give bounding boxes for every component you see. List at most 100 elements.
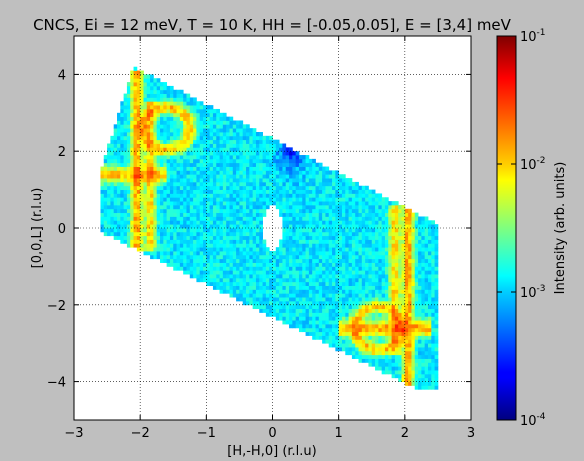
- heatmap-cell: [398, 247, 402, 252]
- heatmap-cell: [394, 212, 399, 217]
- heatmap-cell: [431, 381, 436, 386]
- heatmap-cell: [424, 285, 429, 290]
- heatmap-cell: [169, 262, 174, 267]
- heatmap-cell: [427, 247, 432, 252]
- heatmap-cell: [325, 235, 330, 240]
- heatmap-cell: [341, 327, 346, 333]
- heatmap-cell: [219, 139, 224, 144]
- heatmap-cell: [136, 197, 141, 202]
- heatmap-cell: [209, 254, 214, 260]
- heatmap-cell: [384, 297, 389, 302]
- heatmap-cell: [269, 262, 273, 267]
- heatmap-cell: [179, 258, 184, 263]
- heatmap-cell: [325, 193, 330, 198]
- heatmap-cell: [262, 285, 267, 290]
- heatmap-cell: [398, 377, 402, 382]
- heatmap-cell: [361, 335, 366, 340]
- heatmap-cell: [391, 320, 396, 325]
- heatmap-cell: [179, 266, 184, 271]
- heatmap-cell: [375, 266, 379, 271]
- heatmap-cell: [391, 316, 396, 321]
- heatmap-cell: [236, 158, 240, 164]
- heatmap-cell: [110, 231, 115, 237]
- heatmap-cell: [368, 358, 373, 363]
- heatmap-cell: [328, 231, 333, 237]
- heatmap-cell: [375, 281, 379, 286]
- heatmap-cell: [103, 189, 108, 194]
- heatmap-cell: [345, 204, 349, 210]
- heatmap-cell: [322, 312, 326, 317]
- heatmap-cell: [427, 258, 432, 263]
- heatmap-cell: [140, 108, 144, 114]
- heatmap-cell: [414, 297, 419, 302]
- heatmap-cell: [391, 327, 396, 333]
- heatmap-cell: [358, 347, 363, 352]
- heatmap-cell: [166, 258, 171, 263]
- heatmap-cell: [156, 204, 161, 210]
- heatmap-cell: [179, 105, 184, 110]
- heatmap-cell: [183, 158, 187, 164]
- heatmap-cell: [140, 105, 144, 110]
- heatmap-cell: [272, 197, 277, 202]
- heatmap-cell: [404, 251, 409, 256]
- heatmap-cell: [391, 204, 396, 210]
- heatmap-cell: [226, 147, 230, 152]
- heatmap-cell: [110, 228, 115, 233]
- heatmap-cell: [325, 258, 330, 263]
- heatmap-cell: [358, 189, 363, 194]
- heatmap-cell: [269, 143, 273, 148]
- heatmap-cell: [193, 162, 197, 167]
- heatmap-cell: [368, 189, 373, 194]
- heatmap-cell: [312, 270, 316, 275]
- heatmap-cell: [295, 216, 300, 221]
- heatmap-cell: [384, 300, 389, 306]
- heatmap-cell: [226, 239, 230, 244]
- heatmap-cell: [272, 281, 277, 286]
- heatmap-cell: [236, 178, 240, 183]
- heatmap-cell: [199, 235, 204, 240]
- heatmap-cell: [107, 155, 111, 160]
- heatmap-cell: [411, 320, 416, 325]
- heatmap-cell: [163, 128, 168, 133]
- heatmap-cell: [275, 158, 280, 164]
- heatmap-cell: [136, 239, 141, 244]
- heatmap-cell: [341, 208, 346, 214]
- heatmap-cell: [163, 166, 168, 171]
- heatmap-cell: [328, 262, 333, 267]
- heatmap-cell: [113, 224, 118, 229]
- heatmap-cell: [279, 239, 283, 244]
- heatmap-cell: [431, 343, 436, 348]
- heatmap-cell: [378, 312, 383, 317]
- heatmap-cell: [176, 197, 181, 202]
- heatmap-cell: [143, 74, 148, 79]
- heatmap-cell: [196, 224, 201, 229]
- heatmap-cell: [262, 293, 267, 298]
- heatmap-cell: [394, 228, 399, 233]
- heatmap-cell: [196, 139, 201, 144]
- heatmap-cell: [305, 204, 310, 210]
- heatmap-cell: [249, 155, 254, 160]
- heatmap-cell: [163, 231, 168, 237]
- heatmap-cell: [358, 243, 363, 248]
- heatmap-cell: [368, 231, 373, 237]
- heatmap-cell: [219, 128, 224, 133]
- heatmap-cell: [384, 324, 389, 329]
- heatmap-cell: [322, 331, 326, 336]
- heatmap-cell: [259, 139, 263, 144]
- heatmap-cell: [404, 297, 409, 302]
- heatmap-cell: [391, 293, 396, 298]
- heatmap-cell: [163, 251, 168, 256]
- heatmap-cell: [381, 300, 386, 306]
- heatmap-cell: [345, 343, 349, 348]
- heatmap-cell: [269, 139, 273, 144]
- heatmap-cell: [140, 97, 144, 102]
- heatmap-cell: [146, 139, 151, 144]
- heatmap-cell: [358, 339, 363, 344]
- heatmap-cell: [424, 370, 429, 375]
- heatmap-cell: [236, 189, 240, 194]
- heatmap-cell: [166, 181, 171, 187]
- heatmap-cell: [126, 212, 131, 217]
- heatmap-cell: [431, 373, 436, 379]
- heatmap-cell: [404, 243, 409, 248]
- heatmap-cell: [328, 335, 333, 340]
